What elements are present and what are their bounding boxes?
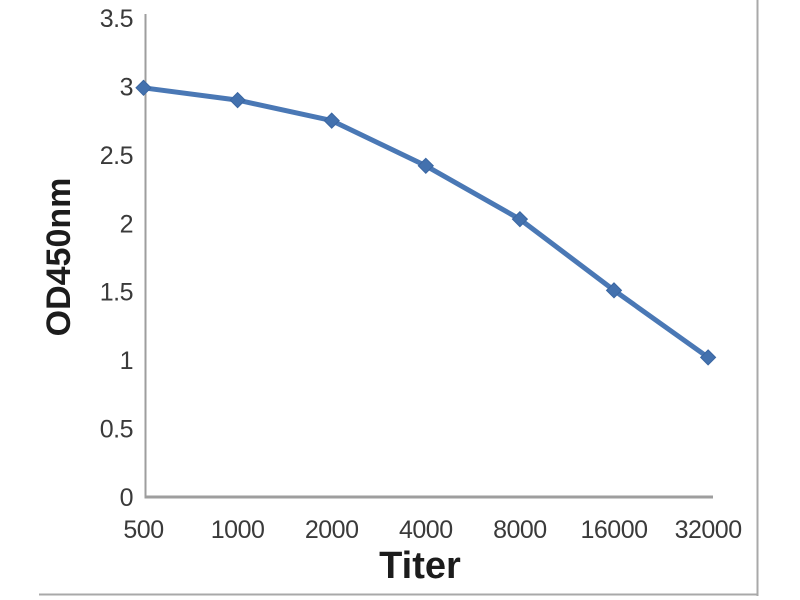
data-point-marker [511, 210, 529, 228]
data-series [135, 79, 717, 366]
y-tick-label: 0.5 [100, 416, 133, 444]
y-tick-label: 2 [120, 210, 133, 238]
y-tick-label: 3.5 [100, 5, 133, 33]
x-tick-label: 4000 [399, 516, 453, 544]
y-axis-title: OD450nm [40, 178, 78, 337]
x-tick-label: 32000 [675, 516, 742, 544]
y-tick-label: 3 [120, 73, 133, 101]
y-axis-tick-labels: 0 0.5 1 1.5 2 2.5 3 3.5 [100, 5, 134, 512]
data-point-marker [417, 157, 435, 175]
y-tick-label: 1.5 [100, 279, 133, 307]
x-tick-label: 500 [123, 516, 163, 544]
data-series-line [141, 85, 711, 360]
data-point-marker [605, 282, 623, 299]
x-tick-label: 1000 [211, 516, 265, 544]
data-point-marker [323, 112, 340, 129]
x-tick-label: 16000 [580, 516, 647, 544]
y-tick-label: 2.5 [100, 142, 133, 170]
x-axis-tick-labels: 500 1000 2000 4000 8000 16000 32000 [123, 516, 742, 544]
x-tick-label: 2000 [305, 516, 359, 544]
x-axis-title: Titer [379, 545, 461, 587]
x-tick-label: 8000 [493, 516, 547, 544]
data-point-marker [229, 91, 246, 109]
y-tick-label: 0 [120, 484, 133, 512]
y-tick-label: 1 [120, 347, 133, 375]
data-point-marker [699, 349, 717, 366]
data-point-marker [135, 79, 152, 97]
